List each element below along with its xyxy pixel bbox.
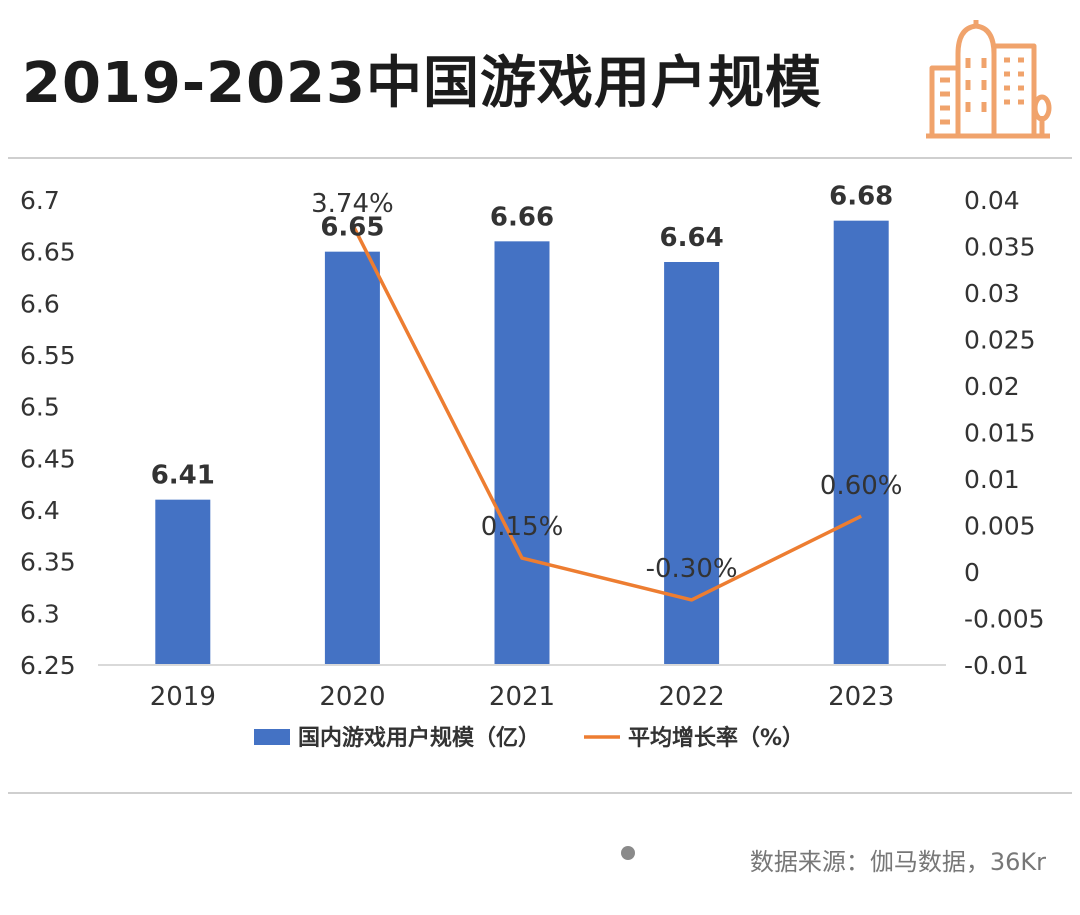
line-value-label: 0.15% — [481, 512, 564, 542]
right-axis-tick-label: 0.02 — [964, 372, 1020, 401]
building-icon — [926, 20, 1052, 139]
right-axis-tick-label: 0.015 — [964, 419, 1036, 448]
data-source: 数据来源：伽马数据，36Kr — [749, 848, 1046, 876]
x-axis-tick-label: 2022 — [659, 682, 725, 712]
line-value-label: 0.60% — [820, 471, 903, 501]
right-axis-tick-label: 0.03 — [964, 279, 1020, 308]
bar-value-label: 6.66 — [490, 202, 554, 232]
left-axis-tick-label: 6.3 — [20, 599, 60, 628]
bar — [324, 251, 380, 665]
chart: 6.25 6.3 6.35 6.4 6.45 6.5 6.55 6.6 6.65 6.7 -0.01… — [20, 182, 1045, 751]
left-axis-tick-label: 6.45 — [20, 444, 76, 473]
line-value-label: -0.30% — [646, 554, 738, 584]
footer-divider — [8, 792, 1072, 794]
header-divider — [8, 157, 1072, 159]
right-axis-tick-label: -0.005 — [964, 605, 1045, 634]
right-axis-tick-label: 0.01 — [964, 465, 1020, 494]
bar-value-label: 6.65 — [320, 213, 384, 243]
left-axis-tick-label: 6.35 — [20, 548, 76, 577]
left-axis-tick-label: 6.5 — [20, 393, 60, 422]
line-value-label: 3.74% — [311, 189, 394, 219]
bar-value-label: 6.64 — [660, 223, 724, 253]
x-axis-tick-label: 2019 — [150, 682, 216, 712]
left-axis-tick-label: 6.55 — [20, 341, 76, 370]
bar — [664, 262, 720, 665]
bar — [494, 241, 550, 665]
bar — [833, 220, 889, 665]
left-axis-tick-label: 6.65 — [20, 238, 76, 267]
x-axis-tick-label: 2020 — [319, 682, 385, 712]
source-bullet-icon — [621, 846, 635, 860]
left-axis-tick-label: 6.25 — [20, 651, 76, 680]
right-axis-tick-label: -0.01 — [964, 651, 1029, 680]
right-axis-tick-label: 0.025 — [964, 326, 1036, 355]
right-axis-tick-label: 0 — [964, 558, 980, 587]
bar — [155, 499, 211, 665]
left-axis-tick-label: 6.4 — [20, 496, 60, 525]
x-axis-tick-label: 2023 — [828, 682, 894, 712]
legend-line-label: 平均增长率（%） — [628, 725, 804, 751]
left-axis-tick-label: 6.6 — [20, 289, 60, 318]
right-axis-tick-label: 0.04 — [964, 186, 1020, 215]
left-axis-tick-label: 6.7 — [20, 186, 60, 215]
bar-value-label: 6.41 — [151, 461, 215, 491]
growth-rate-line — [350, 223, 862, 602]
x-axis-tick-label: 2021 — [489, 682, 555, 712]
right-axis-tick-label: 0.005 — [964, 512, 1036, 541]
bar-value-label: 6.68 — [829, 182, 893, 212]
page-title: 2019-2023中国游戏用户规模 — [22, 51, 822, 116]
legend-bar-label: 国内游戏用户规模（亿） — [298, 725, 540, 751]
legend-bar-swatch — [254, 729, 290, 745]
right-axis-tick-label: 0.035 — [964, 233, 1036, 262]
